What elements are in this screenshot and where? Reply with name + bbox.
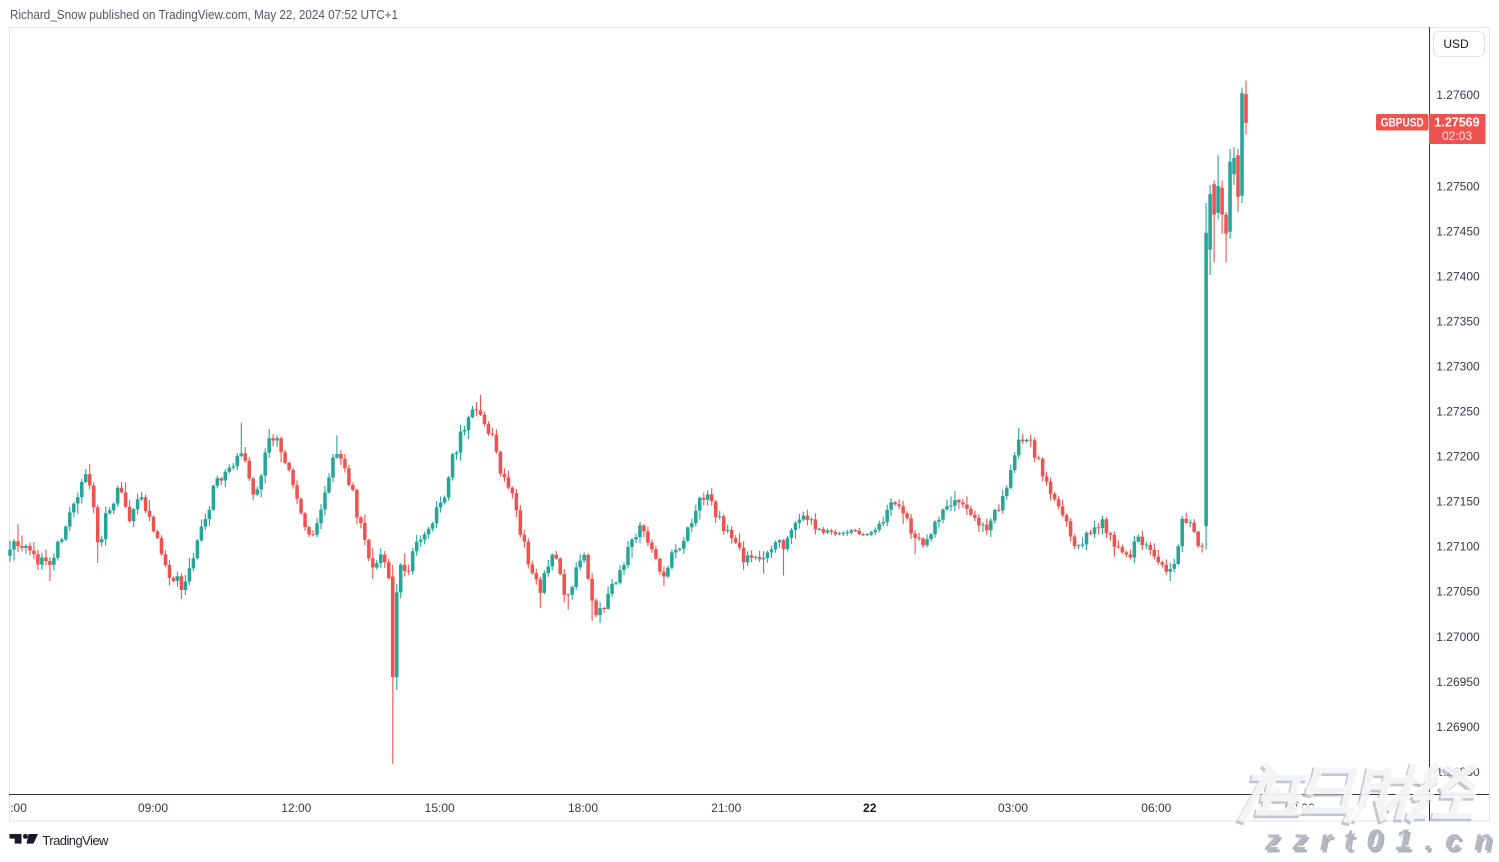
svg-text:GBPUSD: GBPUSD: [1381, 118, 1424, 130]
svg-text:18:00: 18:00: [568, 801, 598, 815]
svg-text:zzrt01.cn: zzrt01.cn: [1266, 827, 1499, 857]
svg-text:02:03: 02:03: [1442, 129, 1472, 143]
svg-text:1.27050: 1.27050: [1436, 585, 1480, 599]
svg-text:1.27450: 1.27450: [1436, 224, 1480, 238]
svg-text:03:00: 03:00: [998, 801, 1028, 815]
svg-text:Richard_Snow published on Trad: Richard_Snow published on TradingView.co…: [10, 7, 398, 22]
svg-text:1.27400: 1.27400: [1436, 269, 1480, 283]
svg-text:zzrt01.cn: zzrt01.cn: [1264, 824, 1499, 857]
svg-text:1.27600: 1.27600: [1436, 88, 1480, 102]
svg-text:12:00: 12:00: [281, 801, 311, 815]
svg-text:1.27150: 1.27150: [1436, 495, 1480, 509]
svg-text:1.27500: 1.27500: [1436, 179, 1480, 193]
svg-text:1.27250: 1.27250: [1436, 405, 1480, 419]
svg-text:1.26900: 1.26900: [1436, 720, 1480, 734]
svg-text:1.27200: 1.27200: [1436, 450, 1480, 464]
svg-text:1.27000: 1.27000: [1436, 630, 1480, 644]
svg-text::00: :00: [10, 801, 27, 815]
svg-text:22: 22: [863, 801, 877, 815]
svg-text:1.27100: 1.27100: [1436, 540, 1480, 554]
svg-text:1.27300: 1.27300: [1436, 360, 1480, 374]
svg-text:zzrt01.cn: zzrt01.cn: [1263, 822, 1499, 855]
svg-text:1.27569: 1.27569: [1434, 116, 1479, 130]
svg-text:06:00: 06:00: [1141, 801, 1171, 815]
svg-text:USD: USD: [1443, 37, 1469, 51]
svg-text:21:00: 21:00: [711, 801, 741, 815]
svg-text:TradingView: TradingView: [42, 833, 109, 848]
svg-text:1.26950: 1.26950: [1436, 675, 1480, 689]
svg-text:09:00: 09:00: [138, 801, 168, 815]
svg-text:1.27350: 1.27350: [1436, 314, 1480, 328]
svg-text:15:00: 15:00: [425, 801, 455, 815]
